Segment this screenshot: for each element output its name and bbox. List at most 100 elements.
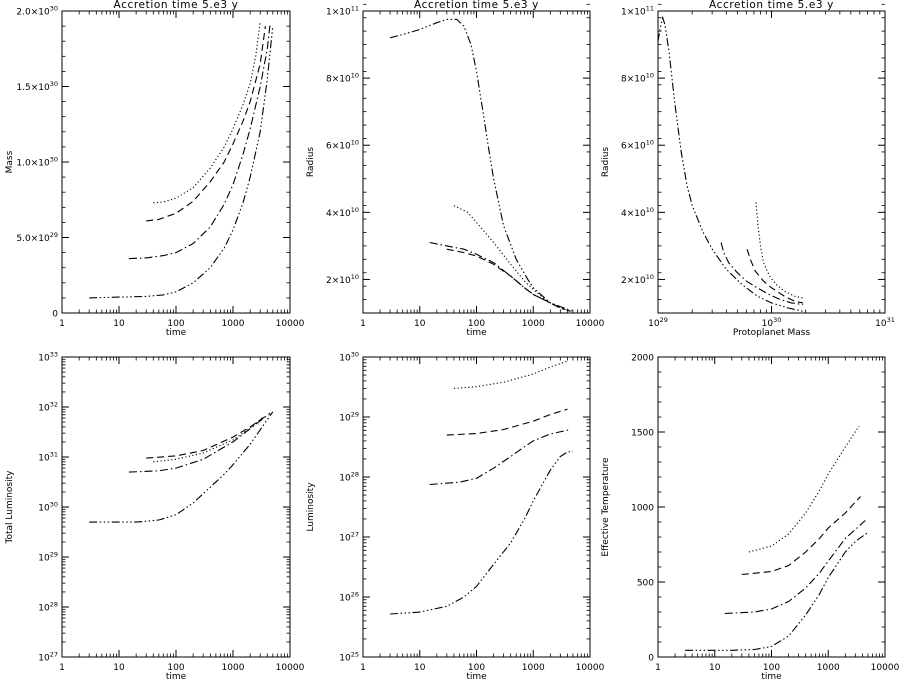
x-axis-label: time <box>166 672 187 680</box>
y-tick-label: 1000 <box>631 504 654 514</box>
y-axis-label: Luminosity <box>306 482 316 532</box>
panel-p1: 1 10 100 1000 10000 0 5.0×1029 1.0×1030 1.5×1030… <box>5 0 305 338</box>
x-tick-label: 1000 <box>522 663 545 673</box>
y-tick-label: 4×1010 <box>621 206 654 219</box>
series-line-dot <box>755 202 804 299</box>
x-tick-label: 1 <box>655 663 661 673</box>
y-tick-label: 1028 <box>38 601 58 614</box>
x-tick-label: 10000 <box>276 663 305 673</box>
y-axis-label: Total Luminosity <box>5 470 15 545</box>
y-tick-label: 1030 <box>38 501 58 514</box>
y-tick-label: 1×1011 <box>621 5 654 18</box>
y-tick-label: 1032 <box>38 401 58 414</box>
x-tick-label: 1 <box>59 663 65 673</box>
x-tick-label: 1000 <box>222 319 245 329</box>
plot-frame <box>657 10 886 314</box>
x-tick-label: 1000 <box>222 663 245 673</box>
y-tick-label: 0 <box>648 654 654 664</box>
x-tick-label: 100 <box>468 319 485 329</box>
panel-p5: 1 10 100 1000 10000 1025 1026 1027 1028 1029 1030 t… <box>306 351 605 680</box>
x-tick-label: 10 <box>709 663 721 673</box>
x-tick-label: 1 <box>360 319 366 329</box>
x-tick-label: 1 <box>59 319 65 329</box>
x-axis-label: Protoplanet Mass <box>733 328 811 338</box>
series-line-dashdot <box>720 242 804 306</box>
series-line-dashdotdotdot <box>685 532 869 651</box>
y-tick-label: 1033 <box>38 351 58 364</box>
x-axis-label: time <box>466 672 487 680</box>
series-line-dashdot <box>128 412 271 473</box>
x-tick-label: 10 <box>414 663 426 673</box>
x-tick-label: 1029 <box>648 316 668 329</box>
chart-title: Accretion time 5.e3 y <box>709 0 834 11</box>
y-tick-label: 5.0×1029 <box>16 231 58 244</box>
x-tick-label: 10 <box>414 319 426 329</box>
series-line-dashdotdotdot <box>89 26 274 299</box>
y-tick-label: 1.0×1030 <box>16 156 58 169</box>
y-tick-label: 1×1011 <box>326 5 359 18</box>
series-line-dot <box>153 21 261 204</box>
series-line-dot <box>453 360 568 389</box>
x-tick-label: 1000 <box>522 319 545 329</box>
series-line-dot <box>453 205 565 311</box>
y-tick-label: 1031 <box>38 451 58 464</box>
chart-title: Accretion time 5.e3 y <box>114 0 239 11</box>
y-tick-label: 2×1010 <box>621 273 654 286</box>
plot-frame <box>61 356 291 658</box>
y-tick-label: 1.5×1030 <box>16 80 58 93</box>
x-tick-label: 10 <box>113 319 125 329</box>
y-tick-label: 8×1010 <box>621 72 654 85</box>
y-axis-label: Radius <box>306 147 316 177</box>
y-tick-label: 6×1010 <box>326 139 359 152</box>
y-axis-label: Mass <box>5 150 15 173</box>
series-line-dot <box>748 425 860 553</box>
series-line-dashdotdotdot <box>390 450 573 615</box>
panel-p6: 1 10 100 1000 10000 0 500 1000 1500 2000 time Effec… <box>601 354 900 680</box>
x-tick-label: 10000 <box>576 663 605 673</box>
series-line-dashdotdotdot <box>89 411 274 523</box>
y-tick-label: 1028 <box>339 471 359 484</box>
y-tick-label: 1026 <box>339 591 359 604</box>
y-tick-label: 0 <box>52 310 58 320</box>
plot-frame <box>362 356 591 658</box>
y-tick-label: 4×1010 <box>326 206 359 219</box>
x-tick-label: 100 <box>167 663 184 673</box>
panel-p3: 1029 1030 1031 2×1010 4×1010 6×1010 8×1010 1×10… <box>601 0 895 338</box>
y-tick-label: 6×1010 <box>621 139 654 152</box>
y-tick-label: 1500 <box>631 429 654 439</box>
y-tick-label: 2×1010 <box>326 273 359 286</box>
y-axis-label: Radius <box>601 147 611 177</box>
series-line-dashdotdotdot <box>389 18 574 312</box>
y-tick-label: 1027 <box>38 651 58 664</box>
y-tick-label: 8×1010 <box>326 72 359 85</box>
x-tick-label: 1000 <box>817 663 840 673</box>
series-line-dashdot <box>429 241 571 312</box>
series-line-dashdot <box>429 428 571 486</box>
x-tick-label: 10000 <box>871 663 900 673</box>
series-line-dash <box>146 415 266 459</box>
panel-p4: 1 10 100 1000 10000 1027 1028 1029 1030 1031 1032 1… <box>5 351 305 680</box>
x-axis-label: time <box>761 672 782 680</box>
x-axis-label: time <box>166 328 187 338</box>
y-tick-label: 2.0×1030 <box>16 5 58 18</box>
x-tick-label: 100 <box>763 663 780 673</box>
x-tick-label: 1030 <box>762 316 782 329</box>
x-tick-label: 10000 <box>276 319 305 329</box>
series-line-dashdot <box>128 23 271 260</box>
y-tick-label: 1025 <box>339 651 359 664</box>
x-tick-label: 1 <box>360 663 366 673</box>
x-tick-label: 100 <box>468 663 485 673</box>
series-line-dot <box>153 415 265 463</box>
plot-frame <box>362 10 591 314</box>
x-tick-label: 100 <box>167 319 184 329</box>
x-tick-label: 1031 <box>875 316 895 329</box>
series-line-dash <box>446 408 568 436</box>
x-axis-label: time <box>466 328 487 338</box>
y-tick-label: 1030 <box>339 351 359 364</box>
series-line-dashdotdotdot <box>657 15 804 312</box>
x-tick-label: 10000 <box>576 319 605 329</box>
series-line-dash <box>146 26 266 222</box>
y-tick-label: 1029 <box>38 551 58 564</box>
series-line-dash <box>741 496 861 576</box>
series-line-dash <box>746 249 804 304</box>
